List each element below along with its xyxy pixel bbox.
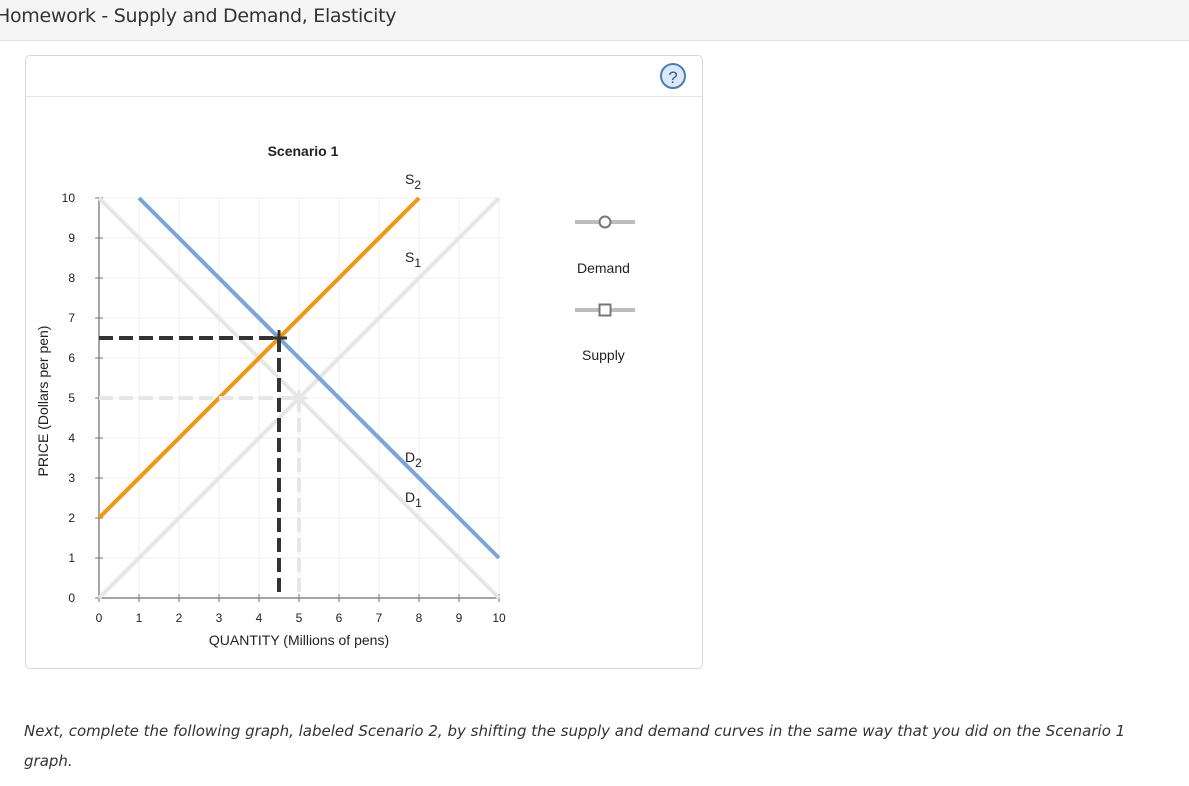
y-tick-label: 8 (68, 271, 75, 285)
x-tick-label: 0 (96, 611, 103, 625)
y-tick-label: 9 (68, 231, 75, 245)
curve-s2[interactable] (97, 196, 421, 520)
y-tick-label: 7 (68, 311, 75, 325)
label-d1: D1 (405, 489, 422, 510)
page-title: Homework - Supply and Demand, Elasticity (0, 5, 397, 27)
chart-title: Scenario 1 (268, 143, 339, 159)
equilibrium-new (99, 330, 287, 598)
legend-supply-label: Supply (582, 347, 625, 363)
scenario-1-chart[interactable]: 0 1 2 3 4 5 6 7 8 9 10 0 1 2 3 4 5 6 7 8 9 10 D1 S1 D2 S2 Scenar… (0, 0, 1189, 700)
help-icon[interactable]: ? (660, 63, 686, 89)
y-tick-label: 2 (68, 511, 75, 525)
legend-supply-tool[interactable] (575, 303, 635, 317)
y-tick-label: 4 (68, 431, 75, 445)
x-tick-label: 9 (456, 611, 463, 625)
instructions-text: Next, complete the following graph, labe… (24, 722, 1126, 770)
x-axis-label: QUANTITY (Millions of pens) (209, 632, 389, 648)
y-tick-label: 1 (68, 551, 75, 565)
x-tick-label: 5 (296, 611, 303, 625)
y-tick-label: 5 (68, 391, 75, 405)
graph-panel: ? (25, 55, 703, 669)
y-tick-label: 0 (68, 591, 75, 605)
x-tick-label: 3 (216, 611, 223, 625)
x-tick-label: 1 (136, 611, 143, 625)
x-tick-label: 6 (336, 611, 343, 625)
panel-toolbar: ? (26, 56, 702, 97)
supply-square-icon (598, 303, 612, 317)
x-tick-label: 2 (176, 611, 183, 625)
demand-circle-icon (598, 215, 612, 229)
equilibrium-markers (99, 330, 307, 598)
chart-axes: 0 1 2 3 4 5 6 7 8 9 10 0 1 2 3 4 5 6 7 8 9 10 (62, 191, 506, 625)
curve-labels: D1 S1 D2 S2 (405, 171, 422, 510)
legend-demand-tool[interactable] (575, 215, 635, 229)
legend-demand-label: Demand (577, 260, 630, 276)
page-header: Homework - Supply and Demand, Elasticity (0, 0, 1189, 41)
y-tick-label: 6 (68, 351, 75, 365)
x-tick-label: 4 (256, 611, 263, 625)
x-tick-label: 7 (376, 611, 383, 625)
y-tick-label: 10 (62, 191, 76, 205)
label-s1: S1 (405, 249, 421, 270)
x-tick-label: 10 (492, 611, 506, 625)
y-axis-label: PRICE (Dollars per pen) (35, 326, 51, 477)
curve-d2[interactable] (137, 196, 501, 560)
equilibrium-original (99, 390, 307, 598)
label-s2: S2 (405, 171, 421, 192)
x-tick-label: 8 (416, 611, 423, 625)
y-tick-label: 3 (68, 471, 75, 485)
label-d2: D2 (405, 449, 422, 470)
